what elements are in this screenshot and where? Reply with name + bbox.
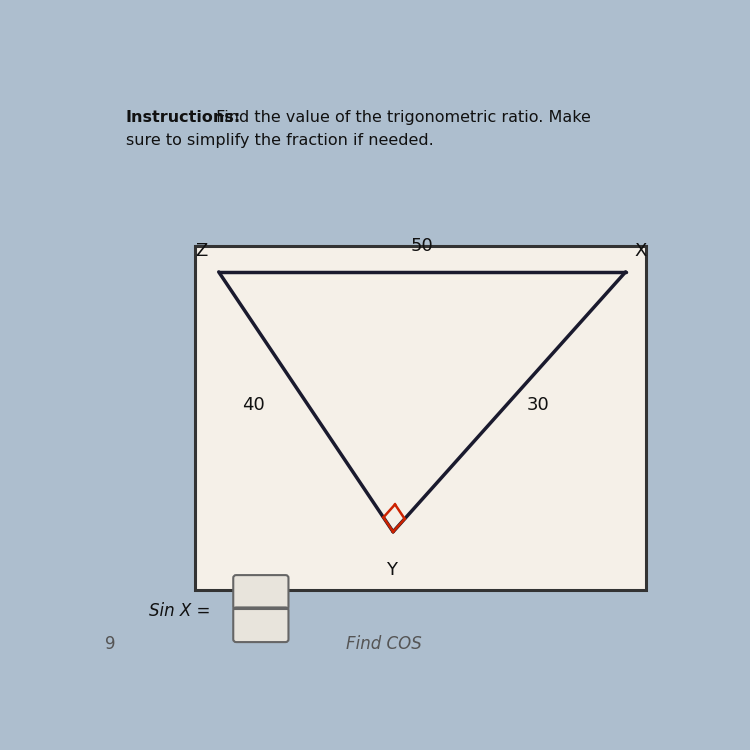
Text: Sin X =: Sin X = [149,602,210,620]
Text: Instructions:: Instructions: [126,110,241,125]
FancyBboxPatch shape [196,246,646,590]
FancyBboxPatch shape [233,575,289,610]
Text: Find COS: Find COS [346,635,422,653]
Text: Y: Y [386,561,398,579]
Text: X: X [634,242,646,260]
Text: 9: 9 [105,635,116,653]
Text: Z: Z [195,242,207,260]
Text: 50: 50 [411,236,434,254]
Text: 30: 30 [526,396,550,414]
FancyBboxPatch shape [233,608,289,642]
Text: 40: 40 [242,396,266,414]
Text: Find the value of the trigonometric ratio. Make: Find the value of the trigonometric rati… [211,110,591,125]
Text: sure to simplify the fraction if needed.: sure to simplify the fraction if needed. [126,134,433,148]
